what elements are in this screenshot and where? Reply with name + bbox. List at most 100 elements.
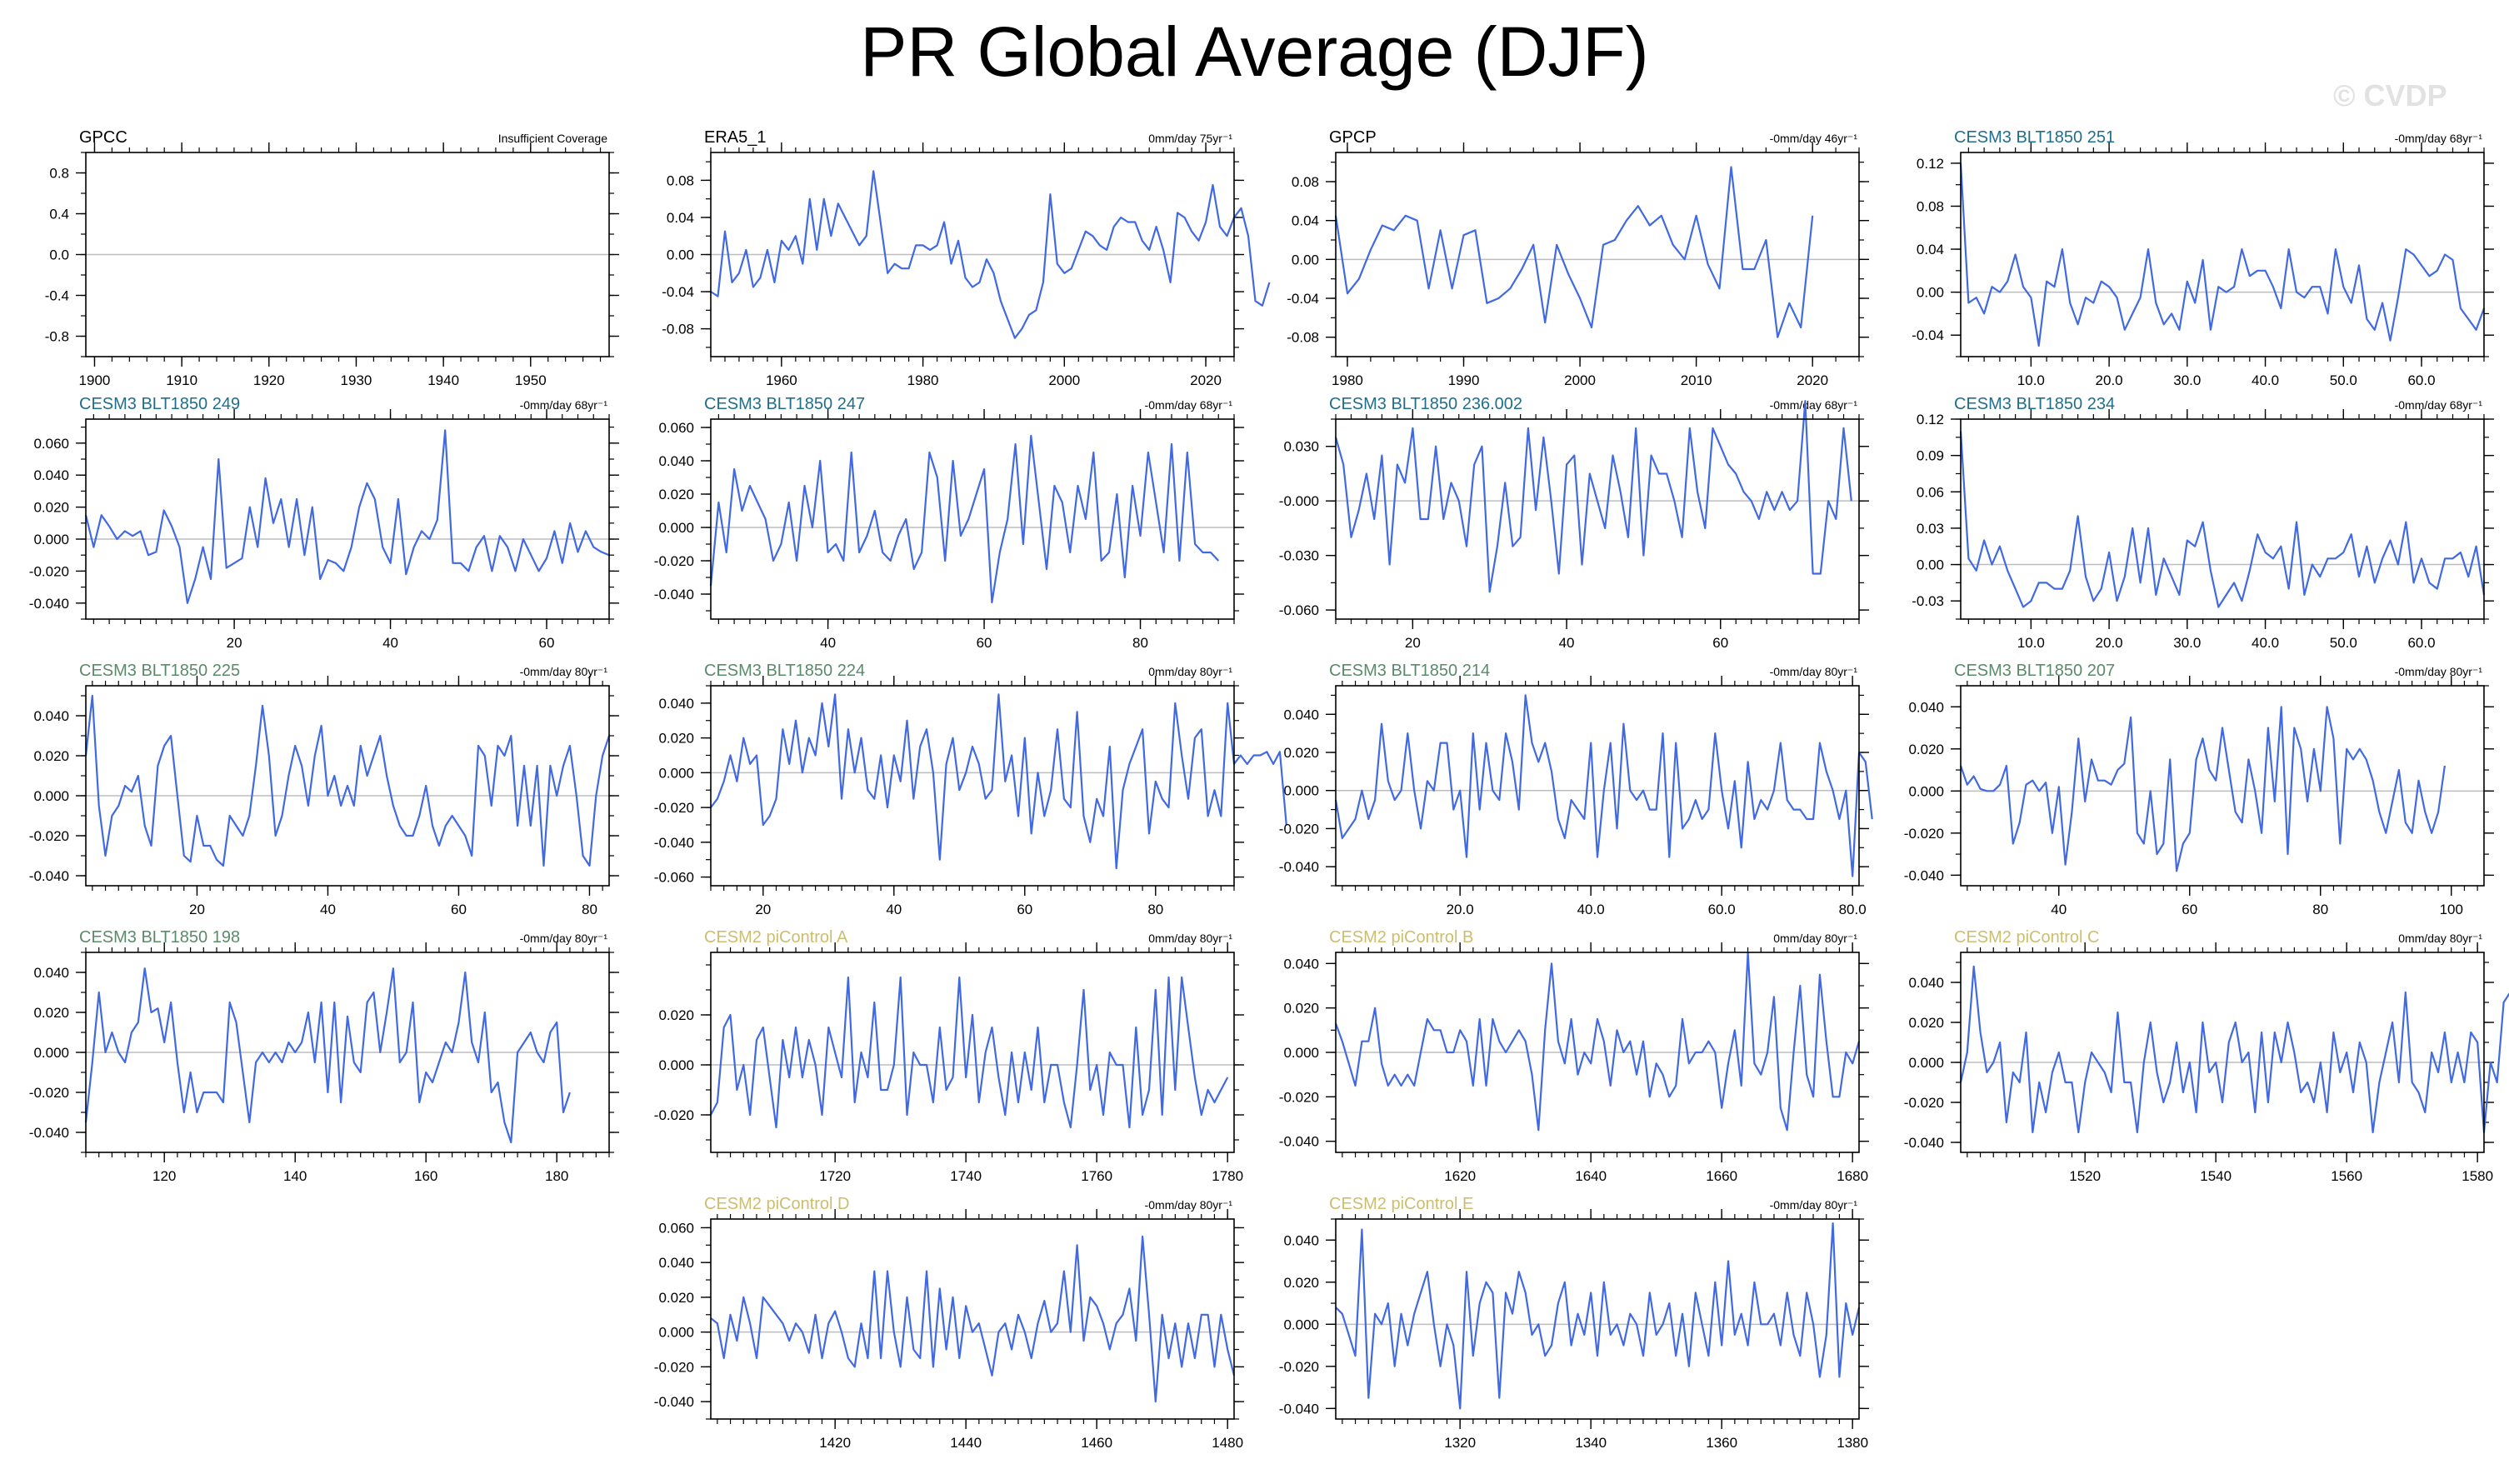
y-tick-label: -0.4 bbox=[45, 288, 69, 304]
series-line bbox=[84, 694, 611, 867]
x-tick-label: 1620 bbox=[1444, 1168, 1476, 1184]
panel-frame bbox=[1960, 418, 2485, 620]
y-tick-label: -0.040 bbox=[1279, 859, 1319, 875]
series-line bbox=[1959, 965, 2509, 1134]
chart-panel-18: CESM2 piControl E -0mm/day 80yr⁻¹ 1320 1340… bbox=[1279, 1195, 1869, 1451]
x-tick-label: 1950 bbox=[515, 372, 547, 388]
y-tick-label: -0.04 bbox=[662, 284, 694, 300]
series-line bbox=[710, 170, 1271, 339]
chart-panel-4: CESM3 BLT1850 251 -0mm/day 68yr⁻¹ 10.0 20.0… bbox=[1912, 128, 2494, 388]
x-tick-label: 60 bbox=[539, 635, 555, 651]
y-tick-label: -0.040 bbox=[1279, 1401, 1319, 1417]
panel-frame bbox=[710, 418, 1235, 620]
panel-frame bbox=[1960, 152, 2485, 357]
panel-trend-label: -0mm/day 80yr⁻¹ bbox=[1770, 665, 1858, 678]
x-tick-label: 120 bbox=[152, 1168, 176, 1184]
panel-title: CESM2 piControl E bbox=[1329, 1195, 1473, 1213]
panel-title: CESM3 BLT1850 225 bbox=[79, 662, 240, 680]
y-tick-label: 0.000 bbox=[33, 1045, 69, 1061]
panel-trend-label: 0mm/day 80yr⁻¹ bbox=[2398, 932, 2482, 945]
y-tick-label: -0.020 bbox=[29, 563, 69, 579]
x-tick-label: 10.0 bbox=[2017, 372, 2045, 388]
panel-trend-label: 0mm/day 80yr⁻¹ bbox=[1148, 932, 1232, 945]
y-tick-label: 0.040 bbox=[658, 696, 694, 712]
x-tick-label: 50.0 bbox=[2330, 635, 2357, 651]
y-tick-label: -0.060 bbox=[654, 870, 694, 886]
y-tick-label: 0.000 bbox=[33, 788, 69, 804]
y-tick-label: -0.04 bbox=[1912, 327, 1944, 343]
x-tick-label: 40 bbox=[382, 635, 398, 651]
chart-panel-16: CESM2 piControl C 0mm/day 80yr⁻¹ 1520 1540 1… bbox=[1904, 928, 2509, 1184]
x-tick-label: 60.0 bbox=[2407, 635, 2435, 651]
x-tick-label: 1540 bbox=[2200, 1168, 2232, 1184]
y-tick-label: 0.000 bbox=[658, 1057, 694, 1073]
y-tick-label: -0.040 bbox=[654, 835, 694, 851]
x-tick-label: 160 bbox=[414, 1168, 437, 1184]
y-tick-label: -0.040 bbox=[29, 1125, 69, 1141]
x-tick-label: 1520 bbox=[2069, 1168, 2101, 1184]
panel-title: CESM2 piControl D bbox=[704, 1195, 850, 1213]
x-tick-label: 60 bbox=[1017, 902, 1032, 917]
x-tick-label: 1930 bbox=[341, 372, 372, 388]
panel-frame bbox=[1335, 152, 1860, 357]
x-tick-label: 1760 bbox=[1081, 1168, 1112, 1184]
panel-title: CESM3 BLT1850 234 bbox=[1954, 395, 2115, 413]
x-tick-label: 2020 bbox=[1797, 372, 1828, 388]
x-tick-label: 1480 bbox=[1212, 1435, 1243, 1451]
series-line bbox=[1334, 694, 1873, 877]
y-tick-label: 0.08 bbox=[1917, 198, 1944, 214]
x-tick-label: 1940 bbox=[427, 372, 459, 388]
y-tick-label: -0.020 bbox=[654, 1359, 694, 1375]
y-tick-label: -0.020 bbox=[654, 1107, 694, 1123]
x-tick-label: 60.0 bbox=[1708, 902, 1736, 917]
panel-trend-label: -0mm/day 68yr⁻¹ bbox=[2395, 132, 2483, 145]
x-tick-label: 10.0 bbox=[2017, 635, 2045, 651]
y-tick-label: 0.040 bbox=[1908, 699, 1944, 715]
x-tick-label: 1910 bbox=[166, 372, 197, 388]
x-tick-label: 1920 bbox=[253, 372, 285, 388]
panel-frame bbox=[85, 152, 610, 357]
y-tick-label: 0.020 bbox=[1908, 1015, 1944, 1031]
figure-title: PR Global Average (DJF) bbox=[860, 12, 1649, 91]
y-tick-label: 0.8 bbox=[49, 166, 69, 182]
chart-panel-17: CESM2 piControl D -0mm/day 80yr⁻¹ 1420 1440… bbox=[654, 1195, 1244, 1451]
chart-panel-5: CESM3 BLT1850 249 -0mm/day 68yr⁻¹ 20 40 60 -0… bbox=[29, 395, 619, 651]
x-tick-label: 20 bbox=[189, 902, 205, 917]
series-line bbox=[1959, 431, 2486, 608]
y-tick-label: 0.06 bbox=[1917, 484, 1944, 500]
x-tick-label: 1680 bbox=[1837, 1168, 1868, 1184]
x-tick-label: 2010 bbox=[1681, 372, 1712, 388]
chart-panel-3: GPCP -0mm/day 46yr⁻¹ 1980 1990 2000 2010 2020 -… bbox=[1287, 128, 1869, 388]
y-tick-label: 0.12 bbox=[1917, 412, 1944, 427]
panel-title: CESM3 BLT1850 214 bbox=[1329, 662, 1490, 680]
panel-frame bbox=[1335, 418, 1860, 620]
x-tick-label: 60.0 bbox=[2407, 372, 2435, 388]
y-tick-label: -0.040 bbox=[1279, 1134, 1319, 1150]
panel-frame bbox=[1335, 685, 1860, 887]
y-tick-label: -0.020 bbox=[1904, 826, 1944, 842]
series-line bbox=[84, 967, 571, 1144]
y-tick-label: 0.030 bbox=[1283, 439, 1319, 455]
y-tick-label: 0.000 bbox=[1908, 783, 1944, 799]
y-tick-label: 0.040 bbox=[1908, 975, 1944, 991]
panel-trend-label: -0mm/day 68yr⁻¹ bbox=[520, 398, 608, 412]
series-line bbox=[710, 1235, 1236, 1403]
y-tick-label: 0.020 bbox=[33, 500, 69, 516]
x-tick-label: 140 bbox=[283, 1168, 307, 1184]
y-tick-label: 0.04 bbox=[1917, 242, 1944, 257]
y-tick-label: 0.08 bbox=[667, 172, 694, 188]
y-tick-label: 0.040 bbox=[33, 965, 69, 981]
x-tick-label: 30.0 bbox=[2173, 635, 2201, 651]
y-tick-label: -0.020 bbox=[1904, 1095, 1944, 1111]
y-tick-label: -0.060 bbox=[1279, 602, 1319, 618]
y-tick-label: 0.020 bbox=[1283, 1001, 1319, 1017]
x-tick-label: 1460 bbox=[1081, 1435, 1112, 1451]
y-tick-label: 0.00 bbox=[1917, 557, 1944, 573]
y-tick-label: 0.000 bbox=[658, 520, 694, 536]
y-tick-label: 0.040 bbox=[1283, 1232, 1319, 1248]
panel-title: CESM2 piControl B bbox=[1329, 928, 1473, 947]
x-tick-label: 1380 bbox=[1837, 1435, 1868, 1451]
y-tick-label: 0.000 bbox=[1283, 1045, 1319, 1061]
x-tick-label: 40 bbox=[2051, 902, 2067, 917]
